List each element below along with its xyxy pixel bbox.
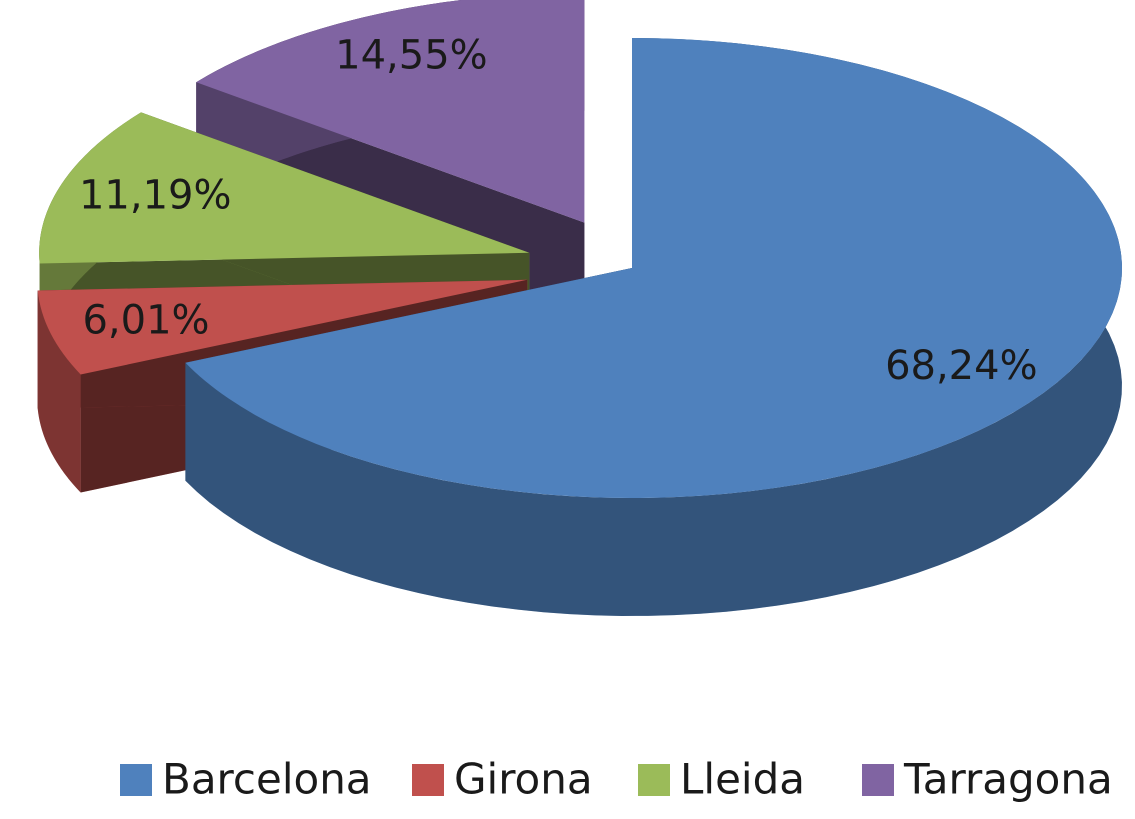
legend-swatch: [412, 764, 444, 796]
legend-swatch: [638, 764, 670, 796]
legend-swatch: [120, 764, 152, 796]
data-label: 6,01%: [82, 298, 209, 344]
data-label: 14,55%: [335, 32, 488, 78]
legend-label: Tarragona: [903, 755, 1113, 804]
slice-top: [196, 0, 585, 223]
data-label: 68,24%: [885, 343, 1038, 389]
slice-shade: [37, 290, 81, 493]
slice-top: [37, 279, 528, 375]
slice-side: [37, 290, 81, 493]
legend-label: Girona: [454, 755, 593, 804]
data-label: 11,19%: [79, 173, 232, 219]
legend-label: Lleida: [680, 755, 805, 804]
slice-top: [39, 112, 530, 264]
slice-top: [185, 38, 1122, 499]
legend-label: Barcelona: [162, 755, 372, 804]
slice: [185, 38, 1122, 616]
legend-swatch: [862, 764, 894, 796]
